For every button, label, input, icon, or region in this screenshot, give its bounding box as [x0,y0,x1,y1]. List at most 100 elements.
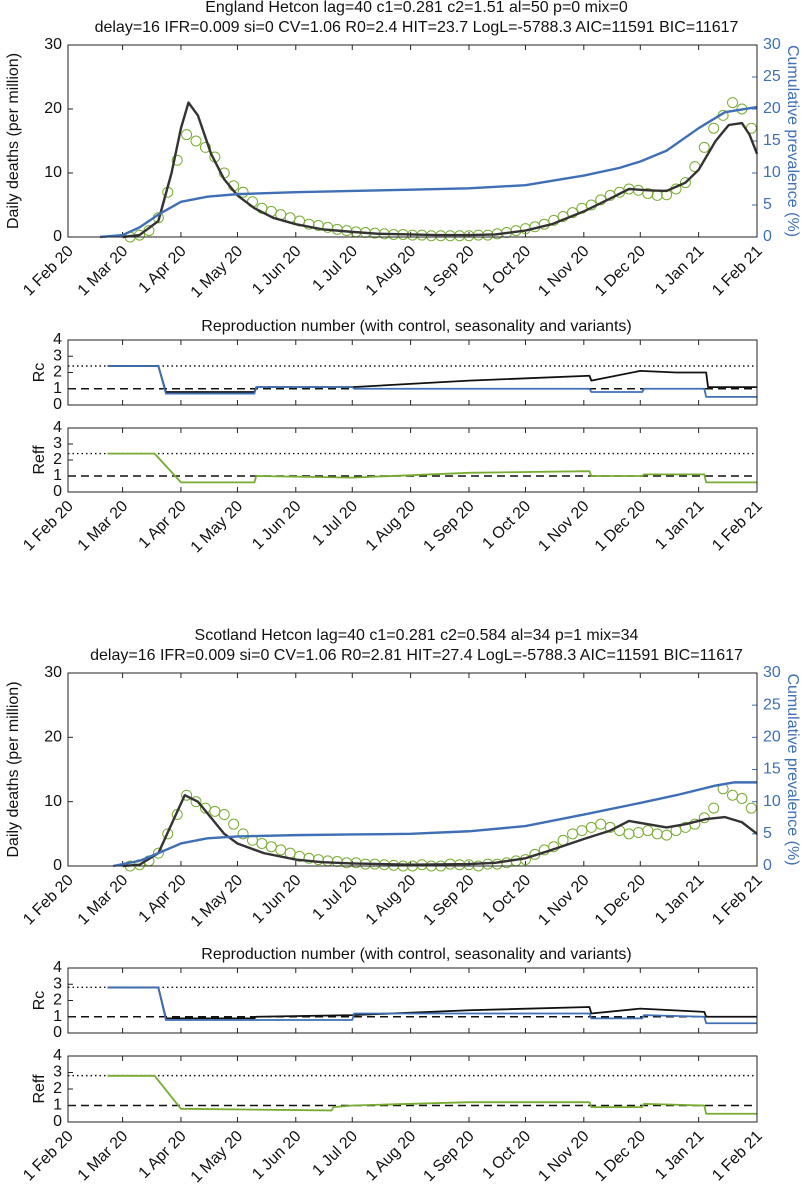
series-line [107,986,757,1025]
y-tick-label: 1 [53,467,62,484]
y-tick-label: 10 [44,793,62,810]
data-point [567,828,579,840]
y2-tick-label: 0 [763,857,772,874]
x-tick-label: 1 Oct 20 [479,498,534,553]
y-tick-label: 0 [53,1113,62,1130]
x-tick-label: 1 Jun 20 [249,498,305,554]
y-tick-label: 2 [53,992,62,1009]
x-tick-label: 1 Sep 20 [420,498,477,555]
data-point [661,829,673,841]
data-point [727,789,739,801]
subplot-title: Reproduction number (with control, seaso… [201,318,631,335]
x-tick-label: 1 Jun 20 [249,243,305,299]
x-tick-label: 1 Feb 20 [20,498,77,555]
series-line [107,365,757,393]
x-tick-label: 1 Jun 20 [249,872,305,928]
series-line [122,794,758,868]
y-tick-label: 3 [53,435,62,452]
x-tick-label: 1 Mar 20 [75,1128,132,1185]
x-tick-label: 1 Feb 21 [709,498,766,555]
data-point [181,129,193,141]
y-axis-label: Daily deaths (per million) [5,53,22,229]
y2-tick-label: 15 [763,132,781,149]
x-tick-label: 1 Dec 20 [592,872,649,929]
x-tick-label: 1 Nov 20 [535,498,592,555]
y-tick-label: 30 [44,36,62,53]
plot-frame [67,1055,758,1123]
x-tick-label: 1 May 20 [188,1128,247,1187]
x-tick-label: 1 Jan 21 [652,1128,708,1184]
chart-title: England Hetcon lag=40 c1=0.281 c2=1.51 a… [205,0,628,16]
y2-tick-label: 20 [763,729,781,746]
x-tick-label: 1 Nov 20 [535,243,592,300]
data-point [190,135,202,147]
y2-tick-label: 5 [763,196,772,213]
plot-frame [67,339,758,406]
plot-frame [67,427,758,493]
data-point [190,796,202,808]
x-tick-label: 1 Oct 20 [479,1128,534,1183]
y-axis-label: Reff [31,1074,48,1104]
data-point [736,792,748,804]
x-tick-label: 1 Jan 21 [652,498,708,554]
x-tick-label: 1 Dec 20 [592,498,649,555]
y-tick-label: 20 [44,729,62,746]
y-tick-label: 3 [53,975,62,992]
y-tick-label: 2 [53,451,62,468]
x-tick-label: 1 Feb 21 [709,872,766,929]
chart-subtitle: delay=16 IFR=0.009 si=0 CV=1.06 R0=2.4 H… [95,19,739,36]
data-point [237,828,249,840]
x-tick-label: 1 Nov 20 [535,872,592,929]
data-point [679,177,691,189]
x-tick-label: 1 Jul 20 [309,243,361,295]
y2-tick-label: 30 [763,664,781,681]
x-tick-label: 1 Nov 20 [535,1128,592,1185]
x-tick-label: 1 Feb 20 [20,872,77,929]
data-point [745,802,757,814]
x-tick-label: 1 Jan 21 [652,872,708,928]
data-point [595,818,607,830]
data-point [218,809,230,821]
data-point [727,97,739,109]
y-tick-label: 0 [53,228,62,245]
x-tick-label: 1 Apr 20 [136,872,190,926]
series-line [107,1074,757,1115]
y-tick-label: 4 [53,1047,62,1064]
y-axis-label: Daily deaths (per million) [5,681,22,857]
y-tick-label: 3 [53,1064,62,1081]
data-point [171,154,183,166]
x-tick-label: 1 Jul 20 [309,498,361,550]
data-point [585,821,597,833]
y-tick-label: 1 [53,1097,62,1114]
y2-axis-label: Cumulative prevalence (%) [784,45,801,237]
series-line [99,105,758,239]
y-tick-label: 10 [44,164,62,181]
x-tick-label: 1 Apr 20 [136,1128,190,1182]
x-tick-label: 1 Dec 20 [592,243,649,300]
y-tick-label: 3 [53,347,62,364]
x-tick-label: 1 Feb 21 [709,243,766,300]
y-axis-label: Reff [31,445,48,475]
series-line [112,781,757,868]
x-tick-label: 1 Jan 21 [652,243,708,299]
x-tick-label: 1 Dec 20 [592,1128,649,1185]
y-axis-label: Rc [31,363,48,383]
y-tick-label: 0 [53,483,62,500]
y2-tick-label: 25 [763,68,781,85]
y-tick-label: 0 [53,396,62,413]
chart-subtitle: delay=16 IFR=0.009 si=0 CV=1.06 R0=2.81 … [90,647,743,664]
y2-tick-label: 10 [763,164,781,181]
data-point [209,805,221,817]
plot-frame [67,967,758,1034]
data-point [576,825,588,837]
y2-tick-label: 10 [763,793,781,810]
data-point [265,841,277,853]
y2-tick-label: 25 [763,696,781,713]
data-point [491,858,503,870]
data-point [181,789,193,801]
y-tick-label: 0 [53,857,62,874]
y-tick-label: 30 [44,664,62,681]
x-tick-label: 1 Feb 21 [709,1128,766,1185]
data-point [275,844,287,856]
